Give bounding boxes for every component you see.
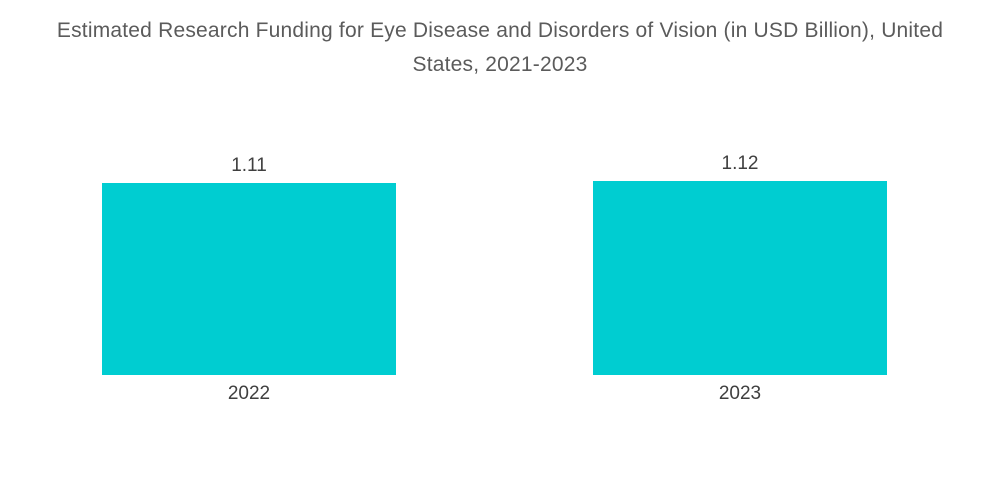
category-label-2023: 2023 bbox=[718, 383, 762, 404]
value-label-2023: 1.12 bbox=[721, 153, 759, 174]
value-label-2022: 1.11 bbox=[231, 155, 267, 176]
category-label-2022: 2022 bbox=[227, 383, 271, 404]
chart-title: Estimated Research Funding for Eye Disea… bbox=[56, 19, 944, 76]
bar-2023 bbox=[593, 181, 887, 375]
bar-2022 bbox=[102, 183, 396, 375]
